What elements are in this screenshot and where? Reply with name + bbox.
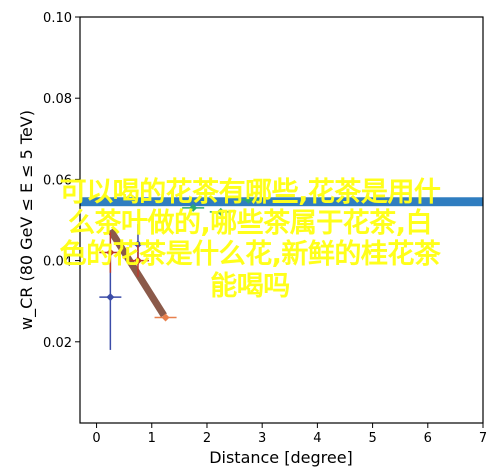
y-tick-label-1: 0.04 <box>43 255 72 270</box>
y-axis-label: w_CR (80 GeV ≤ E ≤ 5 TeV) <box>17 110 37 330</box>
plot-frame <box>79 16 484 424</box>
data-point-3 <box>133 256 142 265</box>
x-axis-label: Distance [degree] <box>209 448 353 467</box>
y-tick-label-4: 0.10 <box>43 11 72 26</box>
y-tick-label-0: 0.02 <box>43 336 72 351</box>
y-tick-label-3: 0.08 <box>43 92 72 107</box>
data-point-7 <box>244 195 253 204</box>
y-tick-label-2: 0.06 <box>43 173 72 188</box>
x-tick-label-1: 1 <box>148 431 156 446</box>
plot-area <box>80 195 483 350</box>
segment-0 <box>107 228 167 318</box>
overlay-line-2: 么茶叶做的,哪些茶属于花茶,白 <box>67 208 433 239</box>
x-tick-label-6: 6 <box>424 431 432 446</box>
overlay-line-4: 能喝吗 <box>210 271 290 302</box>
band-0 <box>80 197 483 207</box>
overlay-line-3: 色的花茶是什么花,新鲜的桂花茶 <box>59 239 441 270</box>
x-tick-label-5: 5 <box>368 431 376 446</box>
x-tick-label-4: 4 <box>313 431 321 446</box>
x-axis: 0 1 2 3 4 5 6 7 <box>92 423 487 446</box>
data-point-6 <box>216 207 225 216</box>
x-tick-label-0: 0 <box>92 431 100 446</box>
data-point-5 <box>189 203 198 212</box>
data-point-4 <box>161 313 170 322</box>
overlay-line-1: 可以喝的花茶有哪些,花茶是用什 <box>59 177 441 208</box>
data-point-0 <box>106 293 115 302</box>
x-tick-label-2: 2 <box>203 431 211 446</box>
x-tick-label-3: 3 <box>258 431 266 446</box>
x-tick-label-7: 7 <box>479 431 487 446</box>
data-point-1 <box>106 248 115 257</box>
y-axis: 0.02 0.04 0.06 0.08 0.10 <box>43 11 80 351</box>
